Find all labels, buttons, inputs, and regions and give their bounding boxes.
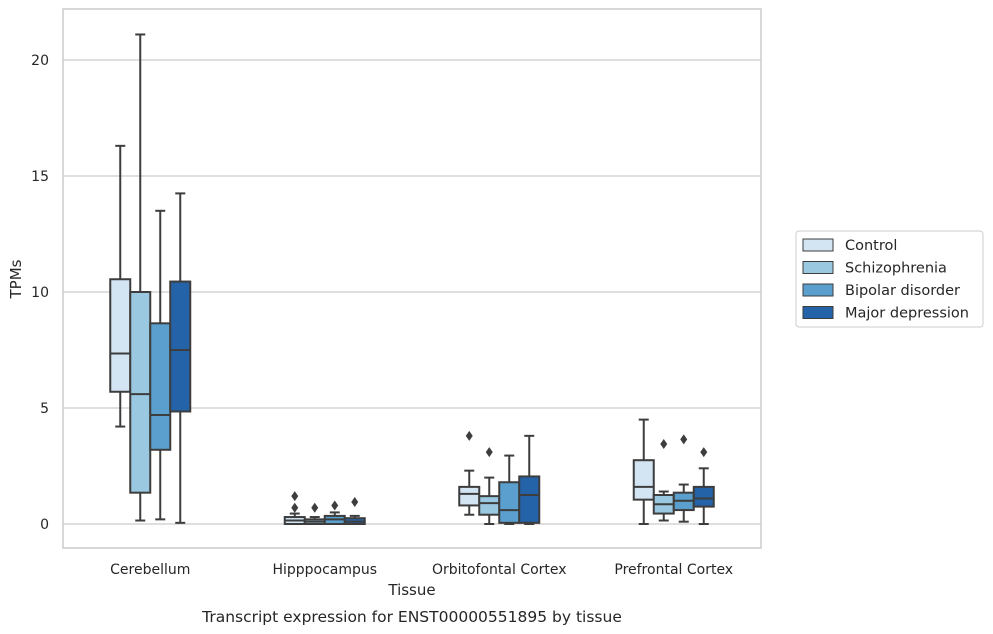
outlier-marker xyxy=(465,430,473,441)
y-tick-label: 5 xyxy=(40,401,49,417)
box-schizophrenia xyxy=(652,438,675,522)
box-control xyxy=(632,418,655,525)
y-tick-labels: 0 5 10 15 20 xyxy=(31,53,49,533)
box-schizophrenia xyxy=(478,447,501,525)
box-iqr xyxy=(109,278,132,393)
boxes xyxy=(109,33,715,526)
box-bipolar-disorder xyxy=(672,434,695,523)
box-control xyxy=(283,491,306,525)
legend-label: Schizophrenia xyxy=(845,261,947,277)
box-major-depression xyxy=(692,447,715,525)
box-schizophrenia xyxy=(129,33,152,522)
outlier-marker xyxy=(311,502,319,513)
box-iqr xyxy=(632,459,655,501)
box-bipolar-disorder xyxy=(498,454,521,525)
x-tick-label: Prefrontal Cortex xyxy=(614,562,733,578)
box-bipolar-disorder xyxy=(323,500,346,526)
outlier-marker xyxy=(291,491,299,502)
legend-swatch xyxy=(802,306,834,319)
y-axis-label: TPMs xyxy=(7,259,25,299)
legend: Control Schizophrenia Bipolar disorder Majo… xyxy=(795,230,984,328)
outlier-marker xyxy=(291,502,299,513)
y-tick-label: 20 xyxy=(31,53,49,69)
outlier-marker xyxy=(351,496,359,507)
legend-swatch xyxy=(802,283,834,297)
legend-label: Bipolar disorder xyxy=(845,283,960,299)
legend-swatch xyxy=(802,261,834,274)
legend-label: Control xyxy=(845,238,897,254)
legend-label: Major depression xyxy=(845,306,969,322)
plot-frame xyxy=(62,8,762,549)
y-tick-label: 10 xyxy=(31,285,49,301)
outlier-marker xyxy=(660,438,668,449)
gridlines xyxy=(63,59,761,525)
box-iqr xyxy=(149,322,172,451)
x-tick-label: Orbitofontal Cortex xyxy=(432,562,567,578)
box-major-depression xyxy=(343,496,366,526)
box-control xyxy=(109,144,132,428)
box-bipolar-disorder xyxy=(149,209,172,521)
box-iqr xyxy=(518,475,541,524)
y-tick-label: 0 xyxy=(40,517,49,533)
x-tick-labels: Cerebellum Hipppocampus Orbitofontal Corte… xyxy=(110,562,733,578)
box-iqr xyxy=(692,485,715,508)
legend-swatch xyxy=(802,238,834,252)
outlier-marker xyxy=(680,434,688,445)
box-iqr xyxy=(458,485,481,507)
box-iqr xyxy=(129,291,152,494)
y-tick-label: 15 xyxy=(31,169,49,185)
x-tick-label: Hipppocampus xyxy=(272,562,377,578)
x-tick-label: Cerebellum xyxy=(110,562,190,578)
box-schizophrenia xyxy=(303,502,326,525)
chart-caption: Transcript expression for ENST0000055189… xyxy=(201,608,622,626)
legend-frame xyxy=(795,230,984,328)
box-control xyxy=(458,430,481,516)
outlier-marker xyxy=(485,447,493,458)
box-major-depression xyxy=(169,192,192,524)
box-iqr xyxy=(169,280,192,413)
box-iqr xyxy=(478,495,501,516)
x-axis-label: Tissue xyxy=(387,581,435,599)
outlier-marker xyxy=(331,500,339,511)
box-major-depression xyxy=(518,434,541,525)
box-iqr xyxy=(498,481,521,524)
outlier-marker xyxy=(700,447,708,458)
